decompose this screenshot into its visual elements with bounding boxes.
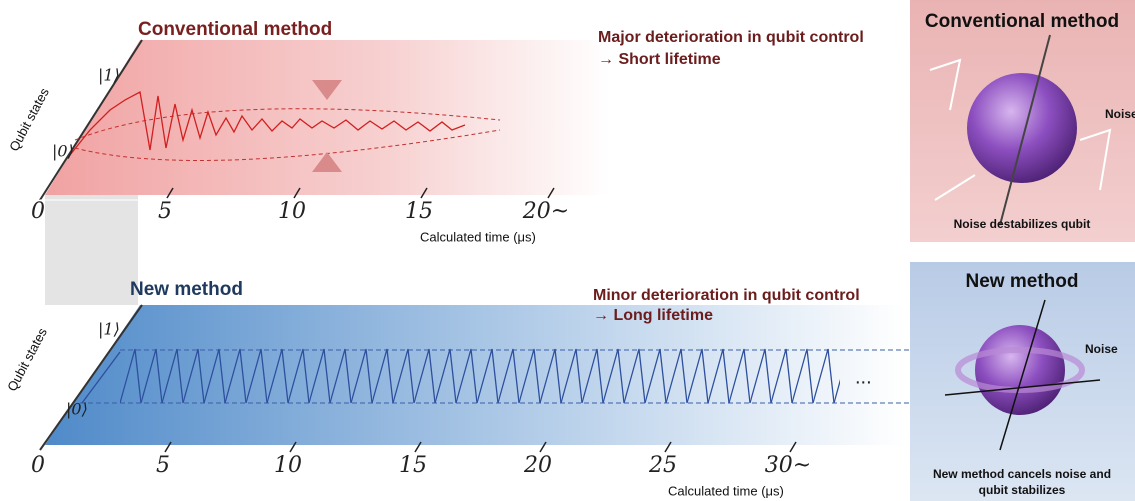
x-tick-label: 5 (158, 199, 172, 224)
x-tick-label: 10 (274, 453, 302, 478)
state-label: |1⟩ (98, 66, 120, 85)
x-axis-label: Calculated time (μs) (420, 229, 536, 244)
x-tick-label: 0 (31, 453, 45, 478)
connector (45, 195, 138, 305)
x-tick-label: 15 (399, 453, 427, 478)
state-label: |0⟩ (66, 400, 88, 419)
x-ticks: 0 5 10 15 20 25 30~ (31, 442, 811, 478)
x-tick-label: 25 (648, 453, 677, 478)
signal (120, 345, 840, 407)
x-tick-label: 10 (278, 199, 306, 224)
bottom-panel: ... New method Minor deterioration in qu… (4, 279, 910, 498)
note: Minor deterioration in qubit control (593, 287, 860, 304)
state-label: |0⟩ (52, 142, 74, 161)
x-tick-label: 20~ (522, 199, 569, 224)
inset-title: New method (966, 271, 1079, 292)
x-axis-label: Calculated time (μs) (668, 483, 784, 498)
top-inset: Conventional method Noise Noise destabil… (910, 0, 1135, 242)
qubit-sphere (975, 325, 1065, 415)
qubit-sphere (967, 73, 1077, 183)
caption: New method cancels noise and (933, 467, 1111, 481)
note: → Short lifetime (598, 51, 721, 68)
x-tick-label: 30~ (765, 453, 811, 478)
caption: qubit stabilizes (979, 483, 1066, 497)
x-tick-label: 15 (405, 199, 433, 224)
caption: Noise destabilizes qubit (954, 217, 1091, 231)
bottom-inset: New method Noise New method cancels nois… (910, 262, 1135, 501)
note: Major deterioration in qubit control (598, 29, 864, 46)
state-label: |1⟩ (98, 320, 120, 339)
panel-title: New method (130, 279, 243, 300)
x-tick-label: 0 (31, 199, 45, 224)
x-tick-label: 5 (156, 453, 170, 478)
noise-label: Noise (1105, 107, 1135, 121)
y-axis-label: Qubit states (6, 85, 52, 154)
ellipsis: ... (855, 366, 872, 388)
y-axis-label: Qubit states (4, 325, 50, 394)
panel-title: Conventional method (138, 19, 332, 40)
figure: Conventional method Major deterioration … (0, 0, 1135, 501)
inset-title: Conventional method (925, 11, 1119, 32)
note: → Long lifetime (593, 307, 713, 324)
x-tick-label: 20 (523, 453, 552, 478)
noise-label: Noise (1085, 342, 1118, 356)
